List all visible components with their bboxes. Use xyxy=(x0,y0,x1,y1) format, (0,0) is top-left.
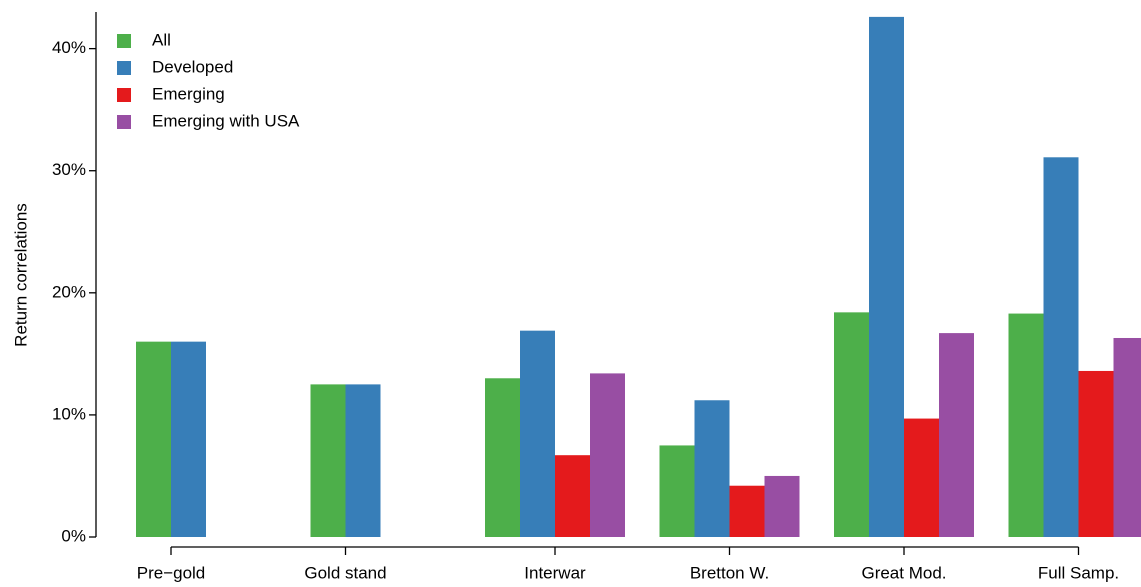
y-tick-label: 30% xyxy=(52,160,86,179)
bar xyxy=(1044,157,1079,537)
y-axis-label: Return correlations xyxy=(11,203,30,347)
legend-swatch xyxy=(117,34,131,48)
x-tick-label: Full Samp. xyxy=(1038,563,1119,582)
bar xyxy=(695,400,730,537)
legend-label: Emerging with USA xyxy=(152,111,300,130)
x-tick-label: Bretton W. xyxy=(690,563,769,582)
bar xyxy=(1009,314,1044,537)
bar xyxy=(136,342,171,537)
legend-swatch xyxy=(117,115,131,129)
legend-label: All xyxy=(152,30,171,49)
legend-swatch xyxy=(117,88,131,102)
bar xyxy=(1079,371,1114,537)
x-tick-label: Pre−gold xyxy=(137,563,206,582)
legend-label: Emerging xyxy=(152,84,225,103)
bar xyxy=(346,384,381,537)
y-tick-label: 40% xyxy=(52,38,86,57)
y-tick-label: 10% xyxy=(52,404,86,423)
bar xyxy=(765,476,800,537)
bar xyxy=(311,384,346,537)
bar xyxy=(834,312,869,537)
bar xyxy=(660,445,695,537)
bar xyxy=(904,419,939,537)
bar xyxy=(171,342,206,537)
legend-label: Developed xyxy=(152,57,233,76)
legend-swatch xyxy=(117,61,131,75)
x-tick-label: Interwar xyxy=(524,563,586,582)
bar xyxy=(555,455,590,537)
bar xyxy=(590,373,625,537)
bar xyxy=(520,331,555,537)
bar xyxy=(1114,338,1141,537)
bar xyxy=(939,333,974,537)
x-tick-label: Gold stand xyxy=(304,563,386,582)
x-tick-label: Great Mod. xyxy=(861,563,946,582)
bar xyxy=(869,17,904,537)
bar xyxy=(730,486,765,537)
y-tick-label: 0% xyxy=(61,526,86,545)
bar xyxy=(485,378,520,537)
y-tick-label: 20% xyxy=(52,282,86,301)
